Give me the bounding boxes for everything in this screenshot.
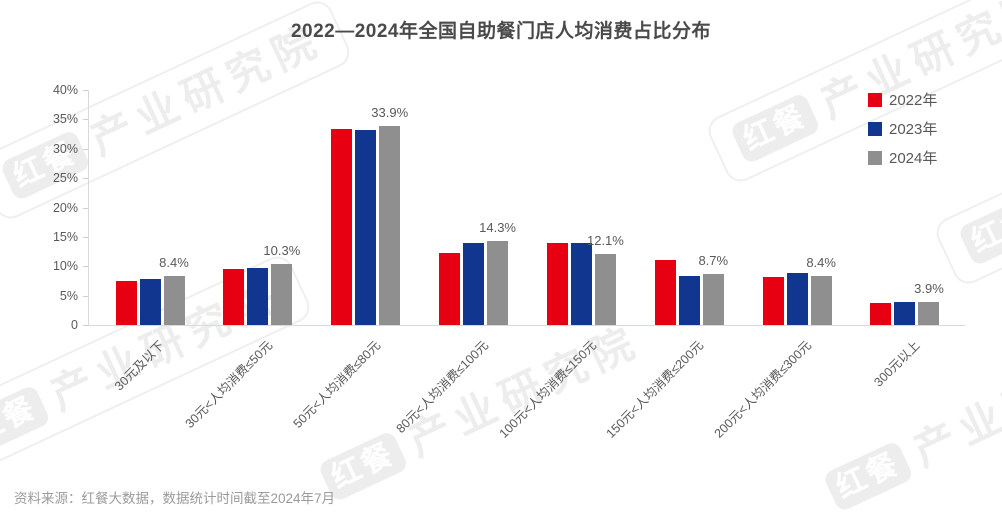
y-tick-label: 35% <box>52 112 78 127</box>
y-tick-label: 10% <box>52 259 78 274</box>
bar-2023年-group6 <box>678 276 700 325</box>
legend-label-2022: 2022年 <box>889 91 938 109</box>
bar-2022年-group1 <box>115 280 137 325</box>
bar-2024年-group8 <box>918 302 940 325</box>
bar-2023年-group1 <box>139 278 161 325</box>
bar-2022年-group3 <box>331 128 353 325</box>
legend-item-2022: 2022年 <box>868 92 937 108</box>
bar-2024年-group2 <box>271 264 293 325</box>
bar-2022年-group6 <box>654 259 676 325</box>
y-tick-label: 5% <box>59 288 78 303</box>
legend: 2022年 2023年 2024年 <box>868 92 937 179</box>
legend-label-2023: 2023年 <box>889 120 938 138</box>
y-tick-label: 20% <box>52 200 78 215</box>
y-tick-mark <box>83 119 88 121</box>
x-category-label: 200元<人均消费≤300元 <box>711 338 815 441</box>
bar-2023年-group2 <box>247 268 269 325</box>
value-label-group3: 33.9% <box>371 104 409 120</box>
chart-title: 2022—2024年全国自助餐门店人均消费占比分布 <box>290 21 712 42</box>
y-tick-mark <box>83 178 88 180</box>
legend-swatch-2024 <box>868 151 882 165</box>
x-category-label: 30元<人均消费≤50元 <box>182 338 276 431</box>
y-tick-label: 40% <box>52 83 78 97</box>
bar-2024年-group4 <box>487 240 509 325</box>
bar-2023年-group5 <box>570 242 592 325</box>
value-label-group4: 14.3% <box>479 219 516 235</box>
y-tick-label: 0 <box>71 318 78 332</box>
bar-2024年-group7 <box>810 275 832 325</box>
y-tick-label: 15% <box>52 229 78 244</box>
value-label-group8: 3.9% <box>914 281 944 297</box>
y-tick-mark <box>83 207 88 209</box>
bar-2024年-group6 <box>702 273 724 325</box>
bar-2022年-group2 <box>223 269 245 325</box>
bar-2024年-group1 <box>163 275 185 325</box>
legend-swatch-2023 <box>868 122 882 136</box>
y-tick-mark <box>83 90 88 91</box>
y-tick-mark <box>83 325 88 326</box>
value-label-group7: 8.4% <box>806 254 836 270</box>
bar-2022年-group7 <box>762 276 784 325</box>
bar-2022年-group5 <box>546 243 568 325</box>
y-tick-mark <box>83 236 88 238</box>
x-category-label: 150元<人均消费≤200元 <box>604 338 707 441</box>
bar-2023年-group8 <box>894 301 916 325</box>
value-label-group5: 12.1% <box>586 232 624 248</box>
y-tick-mark <box>83 266 88 268</box>
legend-item-2024: 2024年 <box>868 150 937 166</box>
bar-2023年-group4 <box>463 243 485 325</box>
value-label-group2: 10.3% <box>263 243 301 259</box>
x-category-label: 50元<人均消费≤80元 <box>290 338 383 431</box>
x-axis-line <box>88 325 965 326</box>
legend-item-2023: 2023年 <box>868 121 937 137</box>
legend-label-2024: 2024年 <box>889 149 938 167</box>
legend-swatch-2022 <box>868 93 882 107</box>
bar-2023年-group3 <box>355 129 377 325</box>
bar-2022年-group8 <box>870 303 892 325</box>
x-category-label: 30元及以下 <box>112 338 168 394</box>
source-note: 资料来源：红餐大数据，数据统计时间截至2024年7月 <box>14 491 336 506</box>
y-tick-label: 25% <box>52 171 78 186</box>
y-axis-line <box>88 90 89 325</box>
y-tick-label: 30% <box>52 141 78 156</box>
value-label-group6: 8.7% <box>698 252 729 268</box>
bar-2024年-group3 <box>379 125 401 325</box>
x-category-label: 300元以上 <box>871 338 923 390</box>
value-label-group1: 8.4% <box>159 254 189 270</box>
y-tick-mark <box>83 148 88 150</box>
bar-2022年-group4 <box>439 253 461 325</box>
bar-2023年-group7 <box>786 272 808 325</box>
bar-2024年-group5 <box>594 253 616 325</box>
x-category-label: 80元<人均消费≤100元 <box>393 338 491 436</box>
x-category-label: 100元<人均消费≤150元 <box>496 338 599 441</box>
y-tick-mark <box>83 295 88 297</box>
